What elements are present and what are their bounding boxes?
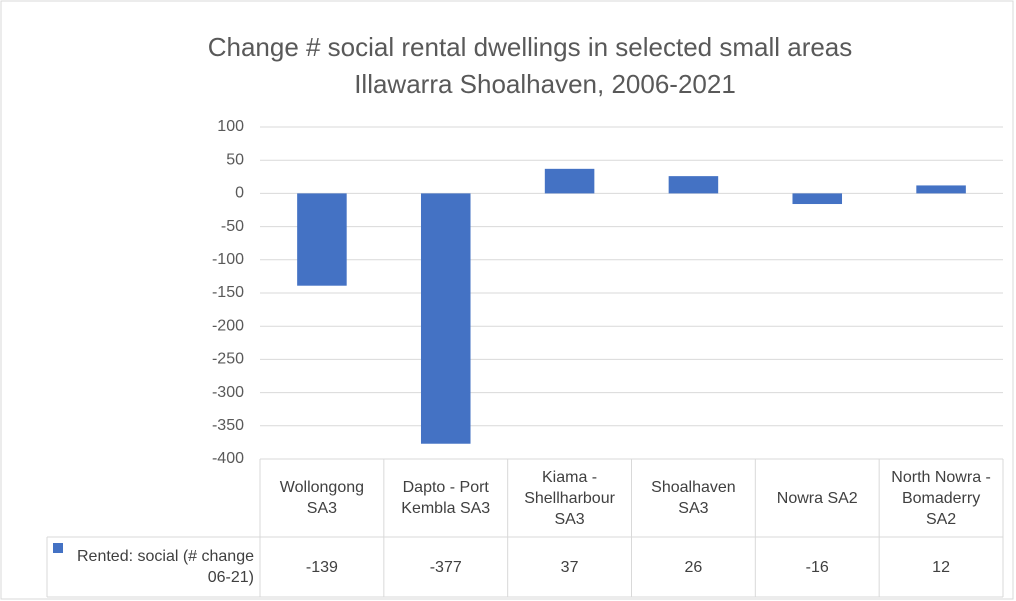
y-tick-label: -400	[212, 450, 244, 467]
bar	[297, 193, 347, 286]
table-value: -377	[429, 558, 462, 576]
y-tick-label: -100	[212, 251, 244, 268]
x-tick-label: Wollongong SA3	[279, 479, 365, 517]
bar	[792, 193, 843, 205]
chart-subtitle: Illawarra Shoalhaven, 2006-2021	[354, 69, 736, 99]
table-value: 26	[684, 558, 703, 576]
table-value: 37	[560, 558, 579, 576]
y-tick-label: -250	[212, 351, 244, 368]
y-tick-label: 50	[226, 151, 244, 168]
legend-label: Rented: social (# change 06-21)	[77, 548, 254, 586]
bar	[544, 168, 595, 194]
table-value: -139	[305, 558, 338, 576]
x-tick-label: Kiama - Shellharbour SA3	[524, 468, 615, 528]
y-tick-label: 0	[235, 185, 244, 202]
y-tick-label: -50	[221, 218, 244, 235]
x-tick-label: Dapto - Port Kembla SA3	[401, 479, 491, 517]
chart-title: Change # social rental dwellings in sele…	[208, 32, 853, 62]
y-tick-label: -150	[212, 284, 244, 301]
legend-swatch	[53, 543, 63, 553]
y-tick-label: -200	[212, 317, 244, 334]
x-tick-label: North Nowra - Bomaderry SA2	[891, 468, 991, 528]
y-tick-label: -350	[212, 417, 244, 434]
bar	[668, 176, 719, 194]
x-tick-label: Shoalhaven SA3	[651, 479, 736, 517]
y-tick-label: 100	[217, 118, 244, 135]
table-value: -16	[805, 558, 829, 576]
x-tick-label: Nowra SA2	[776, 489, 858, 507]
table-value: 12	[932, 558, 950, 576]
bar	[420, 193, 471, 444]
y-tick-label: -300	[212, 384, 244, 401]
bar	[916, 185, 966, 194]
